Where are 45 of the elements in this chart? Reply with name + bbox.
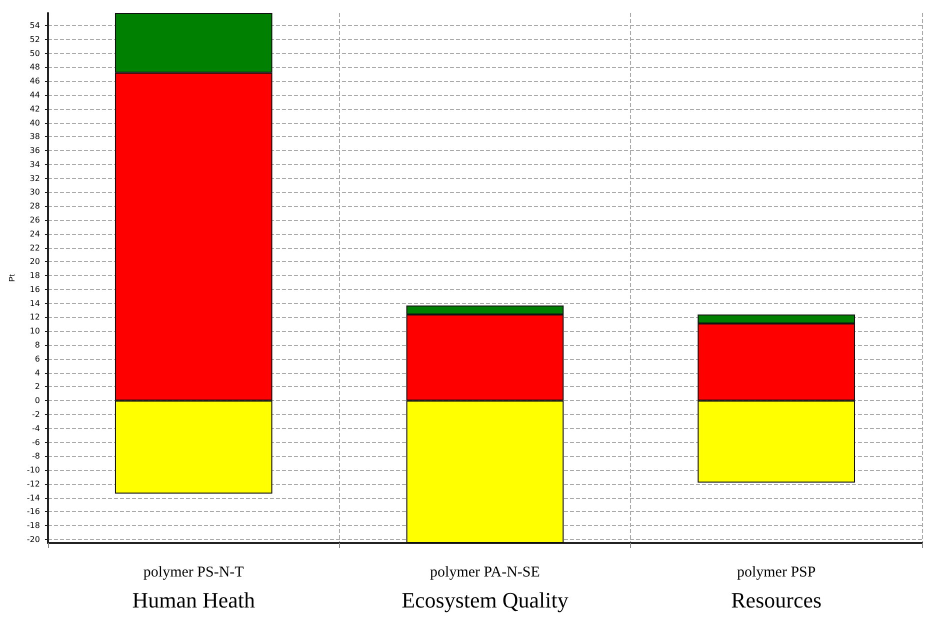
y-tick-label: 46: [30, 76, 40, 86]
y-tick-label: -16: [26, 507, 40, 516]
y-tick-label: 2: [34, 382, 40, 392]
y-tick-label: 4: [34, 368, 40, 378]
y-axis-title: Pt: [8, 273, 16, 282]
y-tick-label: 8: [34, 340, 40, 350]
y-tick-label: 40: [30, 118, 40, 128]
y-tick-label: 22: [30, 243, 40, 252]
y-tick-label: 48: [30, 62, 40, 72]
y-tick-label: -4: [32, 424, 40, 433]
y-tick-label: 52: [30, 34, 40, 44]
x-tick-label: polymer PA-N-SE: [430, 564, 540, 580]
y-tick-label: 20: [30, 257, 40, 266]
y-tick-label: -12: [26, 479, 40, 488]
y-tick-label: -6: [32, 438, 40, 447]
y-tick-label: 14: [30, 298, 40, 308]
y-tick-label: 0: [34, 396, 40, 406]
y-tick-label: 36: [30, 146, 40, 156]
y-tick-label: -14: [26, 493, 40, 502]
y-tick-label: 10: [30, 326, 40, 336]
y-tick-label: 50: [30, 48, 40, 58]
y-tick-label: 42: [30, 104, 40, 114]
y-tick-label: 28: [30, 202, 40, 211]
x-tick-label: polymer PS-N-T: [143, 564, 244, 580]
y-tick-label: 24: [30, 229, 40, 238]
y-tick-label: -18: [26, 521, 40, 530]
y-tick-label: 54: [30, 21, 40, 30]
y-tick-label: 44: [30, 90, 40, 100]
y-tick-label: 38: [30, 132, 40, 142]
y-tick-label: 32: [30, 174, 40, 183]
x-tick-label: polymer PSP: [736, 564, 816, 580]
y-tick-label: 18: [30, 271, 40, 280]
y-tick-label: -8: [32, 452, 40, 461]
y-tick-label: -20: [26, 535, 40, 544]
text: Ecosystem Quality: [402, 588, 568, 612]
y-tick-label: 30: [30, 188, 40, 197]
y-tick-label: 6: [34, 354, 40, 364]
y-tick-label: -2: [32, 410, 40, 419]
text: Human Heath: [132, 588, 256, 612]
y-tick-label: 26: [30, 216, 40, 224]
y-tick-label: -10: [26, 466, 40, 475]
y-tick-label: 12: [30, 312, 40, 322]
text: Resources: [731, 588, 822, 612]
y-tick-label: 34: [30, 160, 40, 169]
y-tick-label: 16: [30, 284, 40, 294]
